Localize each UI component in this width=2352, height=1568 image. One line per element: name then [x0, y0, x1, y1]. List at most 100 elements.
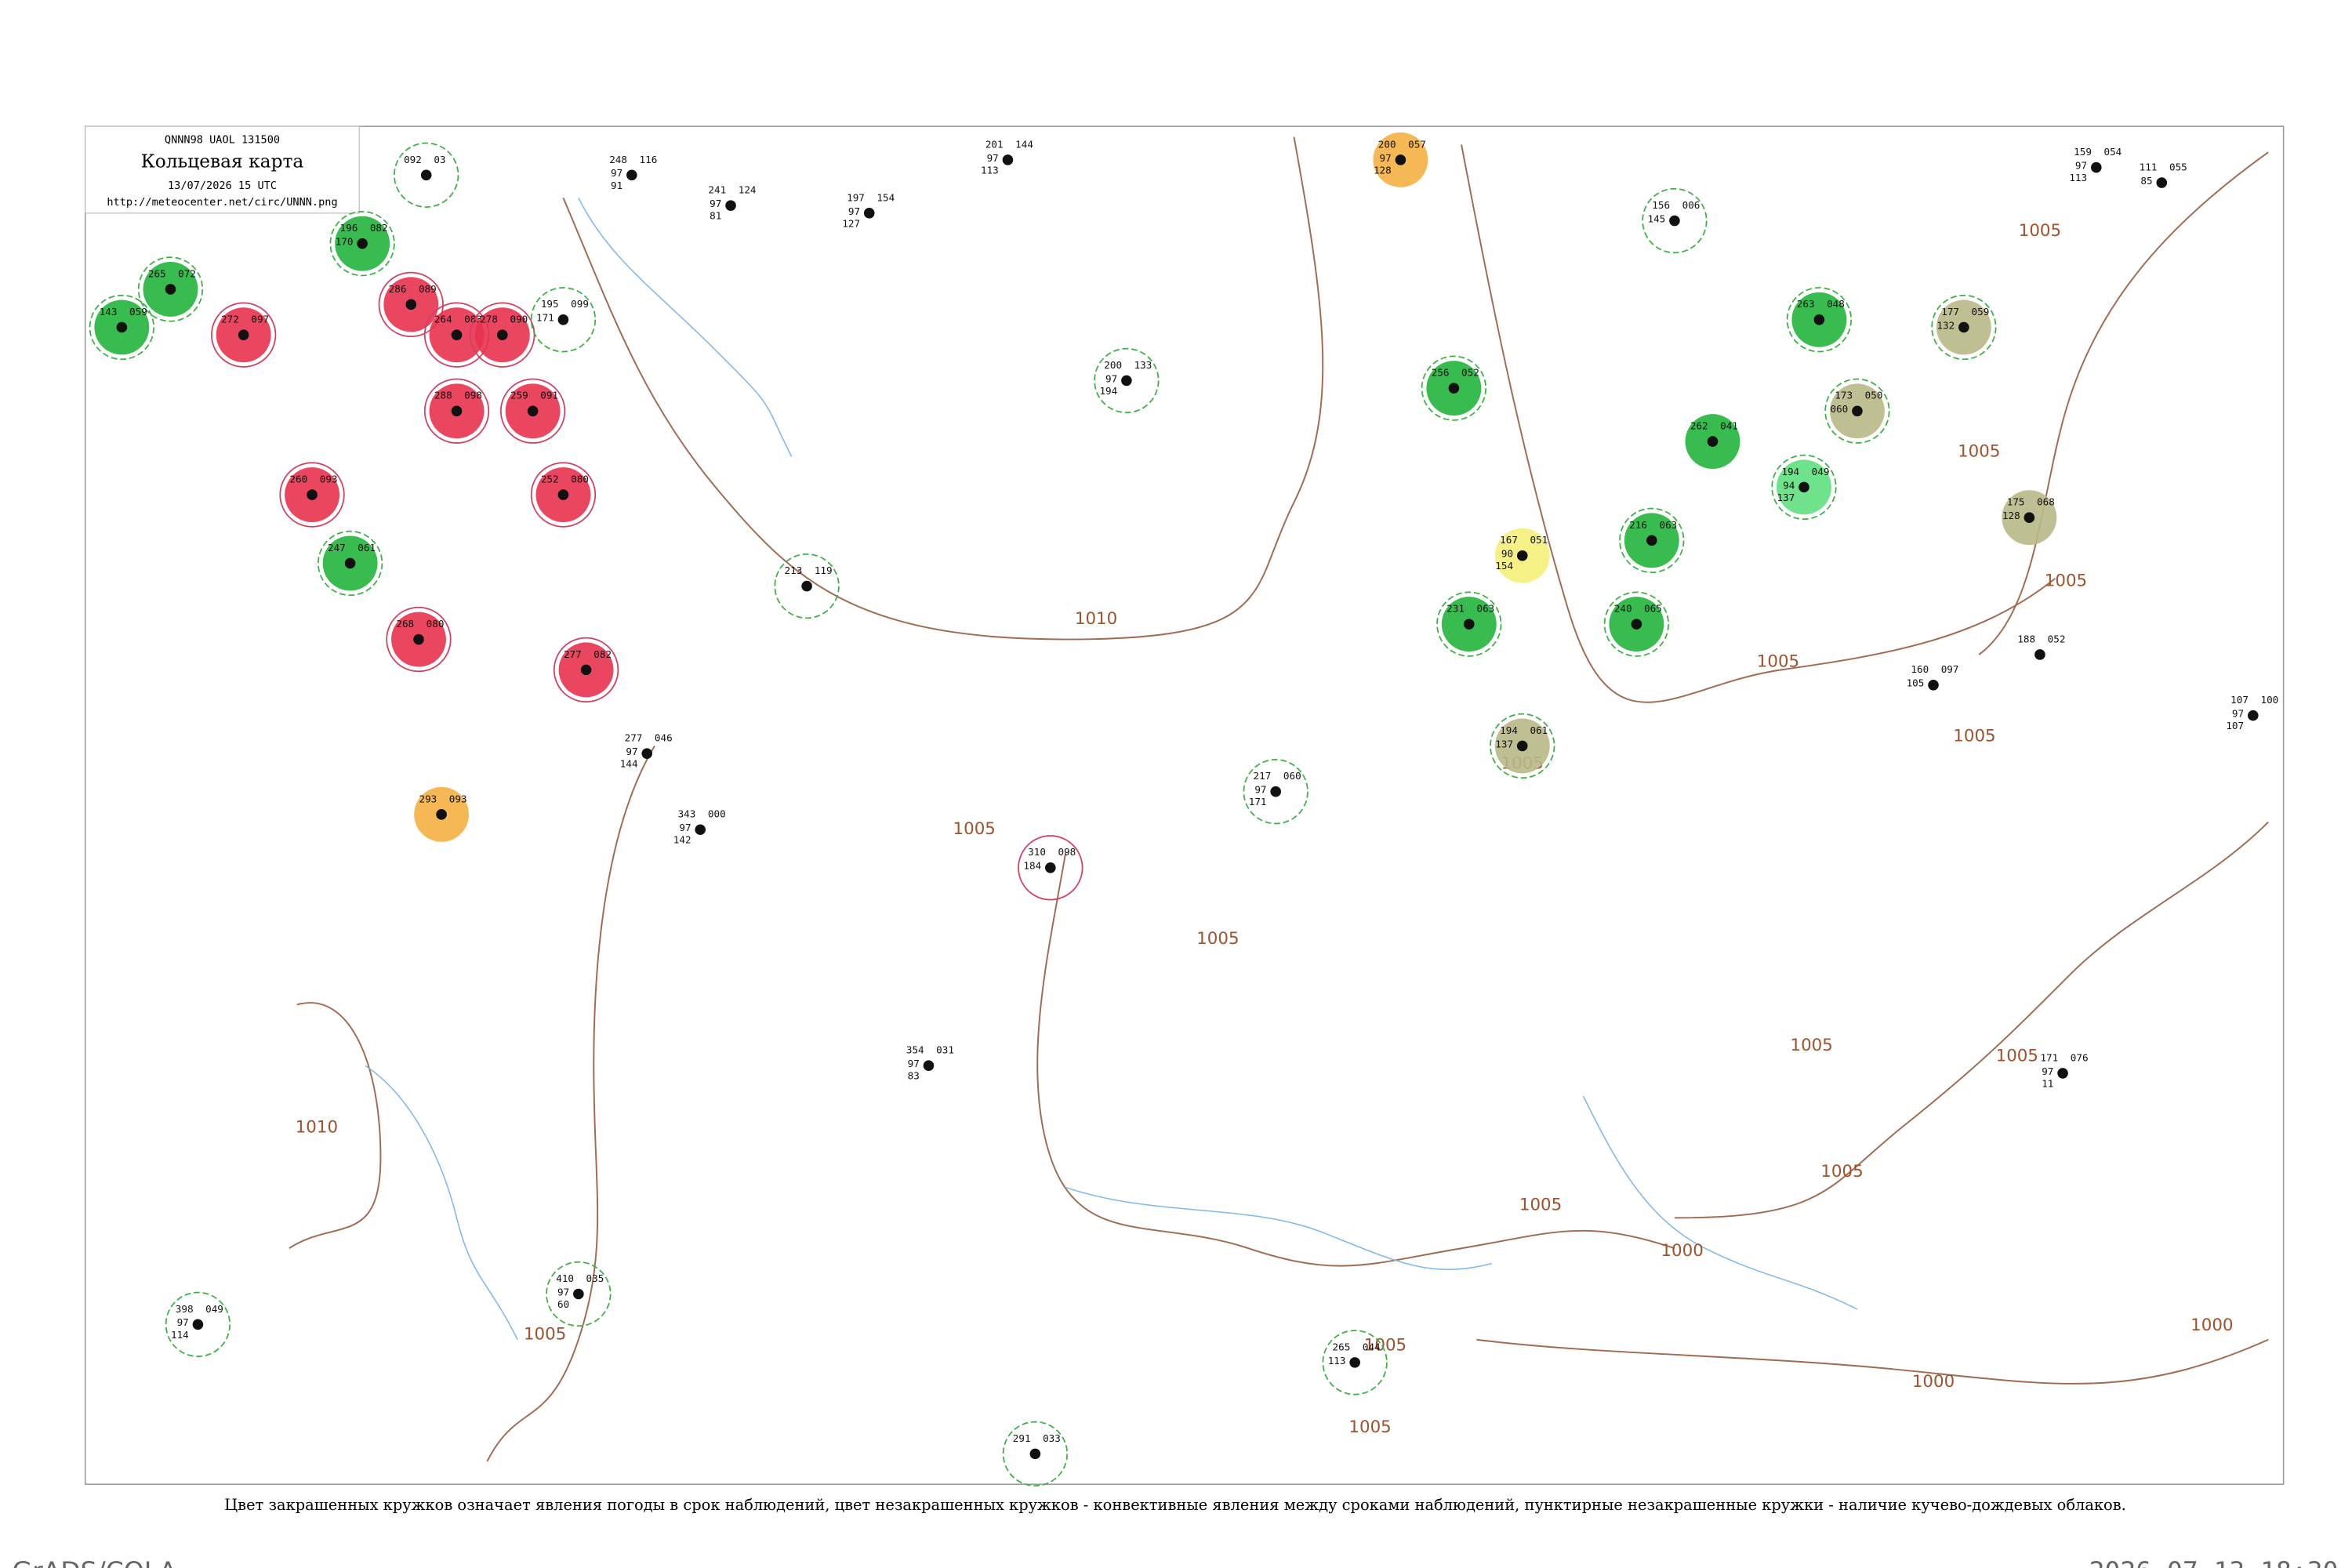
isobar-label: 1005 — [1196, 929, 1239, 949]
cb-cloud-ring — [394, 142, 459, 208]
station-value: 107 — [2230, 694, 2249, 706]
station-marker — [1813, 314, 1825, 325]
station-value: 035 — [586, 1272, 604, 1284]
cb-cloud-ring — [530, 287, 597, 353]
station-value: 142 — [673, 834, 691, 846]
station-marker — [1516, 550, 1528, 561]
station-value: 063 — [1476, 603, 1494, 615]
station-marker — [1928, 679, 1939, 691]
isobar-label: 1005 — [1996, 1046, 2038, 1065]
station-value: 343 — [678, 808, 696, 820]
station-value: 031 — [936, 1044, 954, 1056]
station-value: 216 — [1629, 519, 1647, 531]
station-marker — [1349, 1357, 1360, 1368]
station-marker — [436, 809, 447, 820]
isobar-label: 1010 — [1075, 609, 1117, 629]
station-value: 265 — [1333, 1341, 1351, 1352]
convective-ring — [530, 462, 597, 528]
station-value: 310 — [1028, 846, 1046, 858]
station-value: 128 — [1374, 164, 1392, 176]
station-value: 050 — [1865, 390, 1883, 401]
header-code: QNNN98 UAOL 131500 — [165, 134, 280, 147]
station-value: 81 — [710, 210, 721, 222]
isobar-label: 1000 — [1912, 1372, 1955, 1392]
station-value: 000 — [708, 808, 726, 820]
station-value: 098 — [1058, 846, 1076, 858]
station-marker — [1121, 375, 1132, 387]
station-marker — [413, 633, 424, 645]
station-value: 082 — [593, 648, 612, 660]
station-marker — [238, 329, 249, 340]
station-value: 093 — [320, 474, 338, 485]
station-value: 044 — [1363, 1341, 1381, 1352]
station-value: 97 — [710, 198, 721, 209]
station-value: 256 — [1432, 367, 1450, 379]
station-value: 85 — [2140, 175, 2152, 187]
station-value: 262 — [1690, 420, 1708, 432]
station-value: 354 — [906, 1044, 924, 1056]
cb-cloud-ring — [89, 294, 154, 361]
isobar-label: 1005 — [1820, 1162, 1863, 1181]
convective-ring — [386, 606, 452, 673]
isobar-label: 1005 — [1958, 442, 2000, 462]
header-box — [85, 125, 360, 214]
station-value: 241 — [708, 184, 726, 196]
station-marker — [192, 1319, 204, 1330]
station-value: 091 — [540, 390, 558, 401]
isobar-label: 1005 — [2019, 221, 2061, 241]
station-marker — [580, 664, 592, 676]
cb-cloud-ring — [1824, 378, 1890, 444]
isobar-label: 1000 — [1661, 1241, 1703, 1261]
cb-cloud-ring — [1786, 287, 1853, 353]
station-value: 160 — [1911, 663, 1929, 675]
station-value: 97 — [908, 1058, 920, 1069]
station-value: 097 — [1941, 663, 1959, 675]
station-value: 97 — [557, 1286, 569, 1298]
station-value: 97 — [626, 746, 637, 757]
station-value: 080 — [426, 618, 445, 630]
station-marker — [573, 1288, 584, 1300]
station-marker — [641, 748, 653, 759]
station-value: 052 — [1461, 367, 1479, 379]
station-value: 080 — [571, 474, 589, 485]
cb-cloud-ring — [1243, 759, 1308, 825]
station-value: 293 — [419, 793, 437, 804]
station-value: 060 — [1831, 403, 1849, 415]
cb-cloud-ring — [1490, 713, 1555, 779]
station-marker — [1852, 405, 1863, 417]
station-value: 171 — [2040, 1051, 2058, 1063]
station-marker — [357, 238, 368, 249]
station-value: 006 — [1682, 199, 1700, 211]
station-value: 076 — [2071, 1051, 2089, 1063]
station-value: 159 — [2074, 146, 2092, 158]
station-marker — [307, 489, 318, 500]
isobar-label: 1005 — [953, 819, 996, 839]
header-date: 13/07/2026 15 UTC — [168, 180, 277, 192]
station-marker — [863, 208, 875, 219]
station-value: 410 — [556, 1272, 574, 1284]
station-value: 277 — [625, 732, 643, 744]
station-value: 200 — [1378, 138, 1396, 150]
station-value: 194 — [1781, 466, 1799, 477]
station-value: 099 — [571, 298, 589, 310]
station-value: 171 — [536, 312, 554, 324]
station-value: 145 — [1647, 212, 1665, 224]
station-value: 91 — [611, 180, 622, 191]
convective-ring — [378, 271, 444, 337]
station-value: 049 — [1812, 466, 1830, 477]
station-marker — [1669, 215, 1680, 227]
station-value: 154 — [1495, 560, 1513, 572]
station-value: 260 — [289, 474, 307, 485]
station-value: 072 — [178, 267, 196, 279]
station-value: 252 — [541, 474, 559, 485]
isobar-label: 1005 — [1364, 1335, 1406, 1355]
station-marker — [2156, 177, 2168, 188]
station-value: 286 — [389, 283, 407, 295]
station-value: 107 — [2226, 720, 2244, 731]
station-value: 054 — [2103, 146, 2122, 158]
station-marker — [116, 321, 128, 333]
station-value: 113 — [981, 164, 999, 176]
station-value: 97 — [2232, 708, 2244, 720]
cb-cloud-ring — [1603, 591, 1670, 657]
convective-ring — [423, 378, 490, 444]
